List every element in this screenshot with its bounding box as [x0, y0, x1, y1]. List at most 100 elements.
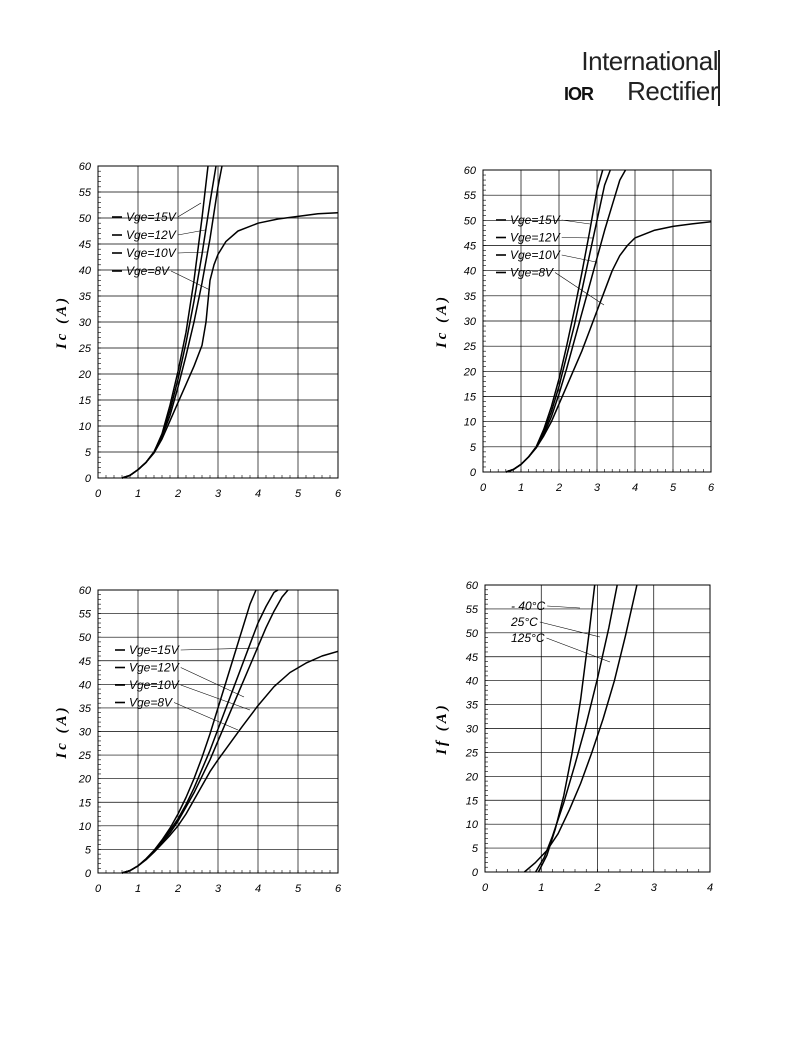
x-tick-label: 0 [482, 882, 489, 894]
x-tick-label: 1 [538, 882, 544, 894]
series-line-4 [505, 221, 711, 473]
legend-leader-line [554, 272, 605, 306]
legend-label: Vge=15V [126, 210, 177, 224]
y-axis-label: If (A) [434, 702, 450, 756]
y-tick-label: 60 [79, 161, 92, 173]
legend-label: Vge=8V [126, 264, 170, 278]
x-tick-label: 2 [174, 488, 181, 500]
y-tick-label: 30 [79, 727, 92, 739]
y-axis-label: Ic (A) [54, 704, 70, 759]
legend-leader-line [539, 621, 601, 638]
logo-divider [718, 50, 720, 106]
y-tick-label: 45 [464, 241, 477, 253]
y-tick-label: 30 [466, 724, 479, 736]
y-tick-label: 20 [465, 771, 479, 783]
series-line-4 [121, 212, 338, 479]
y-tick-label: 35 [79, 291, 92, 303]
y-tick-label: 50 [466, 628, 479, 640]
x-tick-label: 5 [295, 883, 302, 895]
y-tick-label: 5 [470, 442, 477, 454]
legend-label: Vge=15V [129, 643, 180, 657]
x-tick-label: 3 [651, 882, 658, 894]
y-axis-label: Ic (A) [434, 294, 450, 349]
x-tick-label: 4 [632, 482, 638, 494]
y-tick-label: 5 [85, 844, 92, 856]
y-tick-label: 15 [464, 392, 477, 404]
y-tick-label: 15 [466, 795, 479, 807]
y-tick-label: 5 [472, 843, 479, 855]
y-tick-label: 15 [79, 395, 92, 407]
x-tick-label: 0 [95, 883, 102, 895]
x-tick-label: 2 [593, 882, 600, 894]
legend-label: Vge=12V [510, 231, 561, 245]
plot-frame [97, 165, 339, 479]
legend-label: Vge=8V [129, 696, 173, 710]
y-tick-label: 60 [464, 165, 477, 177]
plot-frame [484, 584, 711, 873]
legend-leader-line [180, 684, 251, 711]
x-tick-label: 1 [135, 488, 141, 500]
legend-label: Vge=8V [510, 266, 554, 280]
y-tick-label: 0 [472, 867, 479, 879]
y-tick-label: 0 [470, 467, 477, 479]
legend-leader-line [180, 667, 245, 698]
legend-label: 125°C [511, 631, 545, 645]
y-tick-label: 40 [464, 266, 477, 278]
y-tick-label: 15 [79, 797, 92, 809]
y-tick-label: 50 [464, 215, 477, 227]
legend-leader-line [173, 702, 239, 731]
legend-leader-line [561, 254, 597, 263]
y-tick-label: 10 [464, 417, 477, 429]
x-tick-label: 2 [174, 883, 181, 895]
x-tick-label: 4 [255, 883, 261, 895]
legend-label: Vge=10V [126, 246, 177, 260]
y-tick-label: 25 [463, 341, 477, 353]
legend-leader-line [180, 647, 259, 651]
company-logo: International IOR Rectifier [560, 46, 720, 108]
legend-label: - 40°C [511, 599, 545, 613]
x-tick-label: 5 [670, 482, 677, 494]
y-tick-label: 25 [78, 750, 92, 762]
x-tick-label: 3 [215, 488, 222, 500]
y-tick-label: 10 [466, 819, 479, 831]
series-line-4 [121, 650, 338, 874]
y-tick-label: 50 [79, 632, 92, 644]
legend-leader-line [546, 637, 611, 663]
x-tick-label: 0 [480, 482, 487, 494]
y-tick-label: 10 [79, 421, 92, 433]
legend-leader-line [177, 202, 202, 218]
y-axis-label: Ic (A) [54, 295, 70, 350]
x-tick-label: 6 [708, 482, 715, 494]
y-tick-label: 55 [464, 190, 477, 202]
plot-frame [482, 169, 712, 473]
y-tick-label: 30 [464, 316, 477, 328]
y-tick-label: 30 [79, 317, 92, 329]
legend-leader-line [561, 237, 595, 239]
x-tick-label: 4 [255, 488, 261, 500]
legend-leader-line [547, 605, 581, 609]
y-tick-label: 20 [78, 774, 92, 786]
x-tick-label: 2 [555, 482, 562, 494]
y-tick-label: 55 [79, 187, 92, 199]
y-tick-label: 20 [78, 369, 92, 381]
legend-leader-line [177, 229, 206, 236]
y-tick-label: 45 [466, 652, 479, 664]
y-tick-label: 55 [79, 609, 92, 621]
y-tick-label: 20 [463, 366, 477, 378]
legend-label: Vge=12V [129, 661, 180, 675]
x-tick-label: 0 [95, 488, 102, 500]
x-tick-label: 6 [335, 488, 342, 500]
x-tick-label: 6 [335, 883, 342, 895]
y-tick-label: 45 [79, 656, 92, 668]
legend-leader-line [561, 219, 591, 225]
x-tick-label: 4 [707, 882, 713, 894]
y-tick-label: 5 [85, 447, 92, 459]
y-tick-label: 50 [79, 213, 92, 225]
y-tick-label: 25 [465, 747, 479, 759]
y-tick-label: 35 [79, 703, 92, 715]
y-tick-label: 55 [466, 604, 479, 616]
y-tick-label: 40 [79, 265, 92, 277]
